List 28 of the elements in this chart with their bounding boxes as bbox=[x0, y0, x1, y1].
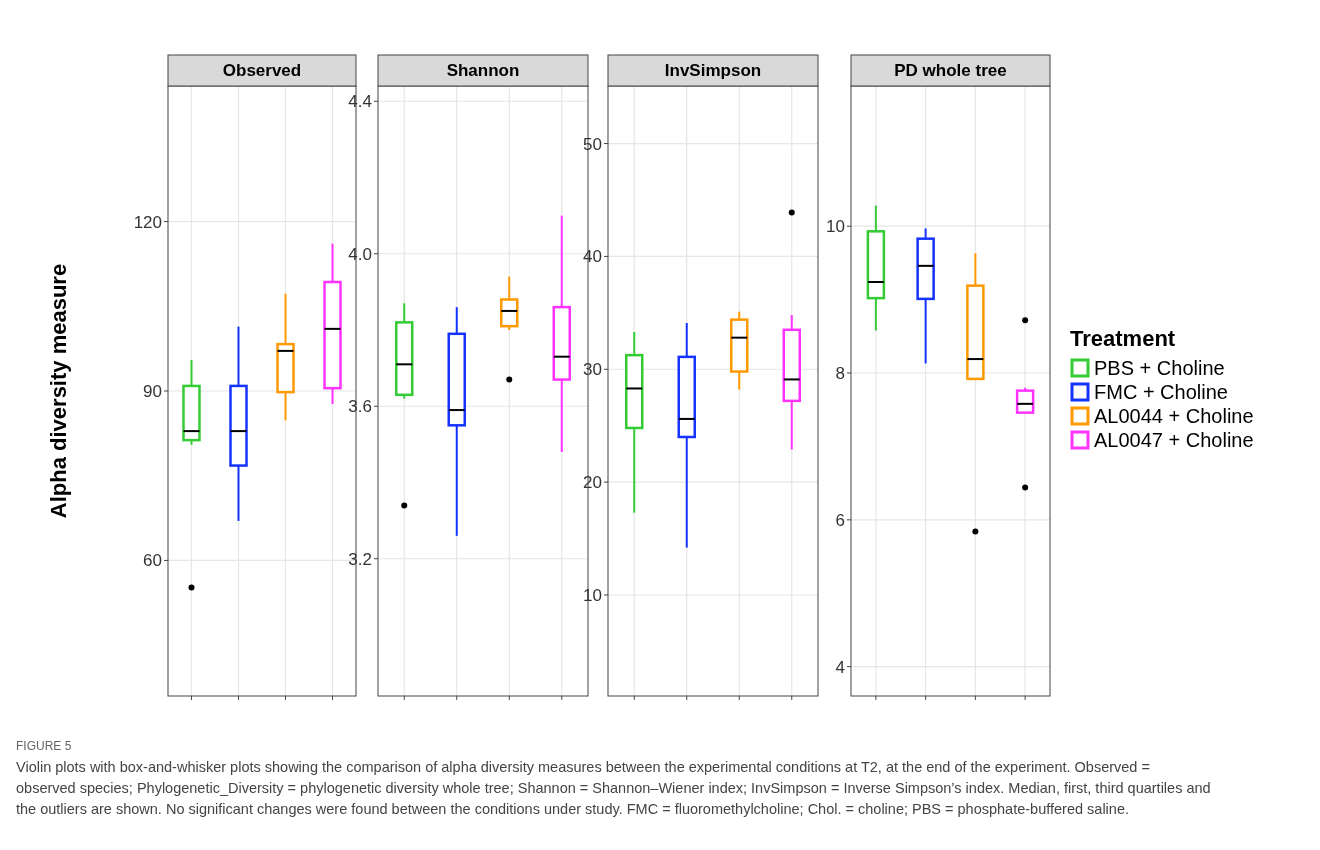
y-tick-label: 4 bbox=[835, 657, 845, 677]
chart-title: InvSimpson bbox=[664, 61, 762, 80]
y-tick-label: 30 bbox=[583, 360, 602, 380]
y-tick-label: 10 bbox=[826, 217, 845, 237]
legend-label: AL0044 + Choline bbox=[1094, 405, 1254, 427]
y-tick-label: 10 bbox=[583, 585, 602, 605]
y-tick-label: 4.4 bbox=[348, 92, 372, 112]
caption: FIGURE 5 bbox=[16, 739, 72, 753]
y-tick-label: 90 bbox=[143, 381, 162, 401]
text: Violin plots with box-and-whisker plots showing the comparison of alpha diversity measures between the experimental conditions at T2, at the end of the experiment. Observed = observed species; Phylogenetic_Diversity = phylogenetic diversity whole tree; Shannon = Shannon–Wiener index; InvSimpson = Inverse Simpson’s index. Median, first, third quartiles and the outliers are shown. No significant changes were found between the conditions under study. FMC = fluoromethylcholine; Chol. = choline; PBS = phosphate-buffered saline. bbox=[16, 759, 1211, 817]
legend-label: PBS + Choline bbox=[1094, 357, 1225, 379]
y-tick-label: 6 bbox=[835, 510, 845, 530]
chart-title: Observed bbox=[222, 61, 302, 80]
y-tick-label: 3.6 bbox=[348, 397, 372, 417]
y-tick-label: 3.2 bbox=[348, 549, 372, 569]
y-tick-label: 8 bbox=[835, 363, 845, 383]
y-tick-label: 60 bbox=[143, 551, 162, 571]
y-tick-label: 50 bbox=[583, 134, 602, 154]
y-tick-label: 20 bbox=[583, 473, 602, 493]
chart-title: Shannon bbox=[446, 61, 520, 80]
chart-title: PD whole tree bbox=[894, 61, 1007, 80]
legend-label: AL0047 + Choline bbox=[1094, 429, 1254, 451]
y-tick-label: 40 bbox=[583, 247, 602, 267]
y-tick-label: 4.0 bbox=[348, 244, 372, 264]
legend-title: Treatment bbox=[1070, 326, 1176, 351]
y-axis-title: Alpha diversity measure bbox=[46, 263, 71, 519]
y-tick-label: 120 bbox=[133, 212, 162, 232]
legend-label: FMC + Choline bbox=[1094, 381, 1228, 403]
